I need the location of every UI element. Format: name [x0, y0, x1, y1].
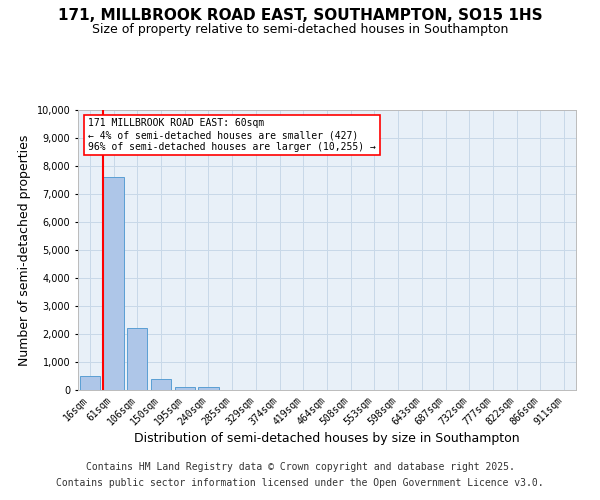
Bar	[151, 379, 171, 390]
Bar	[199, 387, 218, 390]
Text: 171, MILLBROOK ROAD EAST, SOUTHAMPTON, SO15 1HS: 171, MILLBROOK ROAD EAST, SOUTHAMPTON, S…	[58, 8, 542, 22]
Bar	[175, 387, 195, 390]
Text: Size of property relative to semi-detached houses in Southampton: Size of property relative to semi-detach…	[92, 22, 508, 36]
Y-axis label: Number of semi-detached properties: Number of semi-detached properties	[18, 134, 31, 366]
Bar	[80, 376, 100, 390]
Text: 171 MILLBROOK ROAD EAST: 60sqm
← 4% of semi-detached houses are smaller (427)
96: 171 MILLBROOK ROAD EAST: 60sqm ← 4% of s…	[88, 118, 376, 152]
X-axis label: Distribution of semi-detached houses by size in Southampton: Distribution of semi-detached houses by …	[134, 432, 520, 446]
Text: Contains HM Land Registry data © Crown copyright and database right 2025.: Contains HM Land Registry data © Crown c…	[86, 462, 514, 472]
Text: Contains public sector information licensed under the Open Government Licence v3: Contains public sector information licen…	[56, 478, 544, 488]
Bar	[127, 328, 148, 390]
Bar	[103, 177, 124, 390]
